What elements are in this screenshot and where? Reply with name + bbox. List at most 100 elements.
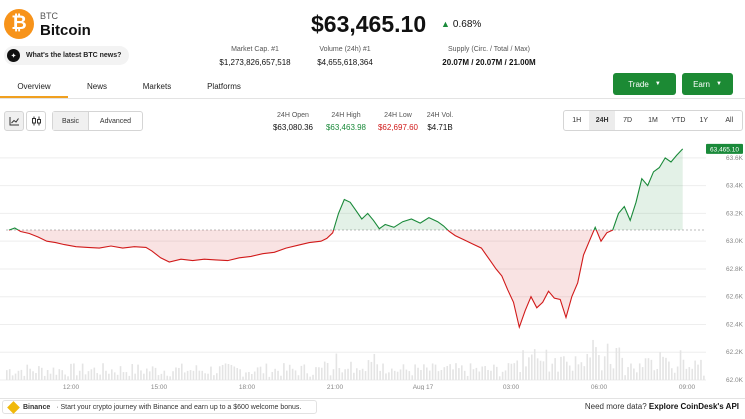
volume-bar xyxy=(134,373,136,380)
volume-bar xyxy=(574,356,577,380)
volume-bar xyxy=(408,371,411,380)
volume-bar xyxy=(431,363,434,380)
binance-ad-banner[interactable]: Binance · Start your crypto journey with… xyxy=(2,400,317,414)
line-chart-button[interactable] xyxy=(4,111,24,131)
volume-bar xyxy=(598,355,600,380)
price-change: ▲ 0.68% xyxy=(441,19,481,30)
volume-bar xyxy=(84,374,87,380)
volume-bar xyxy=(379,370,381,380)
volume-bar xyxy=(659,352,661,380)
volume-bar xyxy=(624,375,626,380)
line-chart-icon xyxy=(9,117,19,126)
api-link[interactable]: Explore CoinDesk's API xyxy=(648,402,739,411)
volume-bar xyxy=(376,364,379,380)
volume-bar xyxy=(283,363,285,380)
high-label: 24H High xyxy=(331,112,361,119)
volume-bar xyxy=(475,367,478,380)
tab-platforms[interactable]: Platforms xyxy=(207,82,241,91)
trade-button[interactable]: Trade ▼ xyxy=(613,73,676,95)
range-1h[interactable]: 1H xyxy=(572,117,582,124)
volume-bar xyxy=(685,368,688,380)
bitcoin-logo-icon: ₿ xyxy=(4,9,34,39)
price-line-up xyxy=(8,148,684,231)
volume-24h-stat: 24H Vol. $4.71B xyxy=(425,112,455,132)
tab-markets[interactable]: Markets xyxy=(142,82,172,91)
volume-bar xyxy=(484,366,486,380)
volume-bar xyxy=(321,367,323,380)
price-chart-svg: 63.6K 63.4K 63.2K 63.0K 62.8K 62.6K 62.4K 62.2K… xyxy=(0,143,744,390)
volume-bar xyxy=(20,369,23,380)
tab-news[interactable]: News xyxy=(86,82,107,91)
range-7d[interactable]: 7D xyxy=(623,117,633,124)
volume-bar xyxy=(650,359,653,380)
volume-bar xyxy=(186,370,189,380)
volume-bar xyxy=(70,363,72,380)
volume-bar xyxy=(501,371,504,380)
volume-bar xyxy=(388,372,390,380)
volume-bar xyxy=(233,366,236,380)
volume-bar xyxy=(277,370,279,380)
volume-bar xyxy=(601,370,603,380)
volume-bar xyxy=(131,364,134,380)
volume-bar xyxy=(478,371,481,380)
volume-bar xyxy=(227,364,230,380)
volume-bar xyxy=(446,365,449,380)
volume-bar xyxy=(195,365,198,380)
volume-bar xyxy=(557,371,559,380)
range-all[interactable]: All xyxy=(725,117,734,124)
nav-divider xyxy=(0,98,745,99)
volume-bar xyxy=(11,375,14,380)
volume-bar xyxy=(498,376,501,380)
y-tick-label: 63.6K xyxy=(726,155,744,162)
volume-bar xyxy=(76,375,78,380)
volume-bar xyxy=(402,364,405,380)
low-stat: 24H Low $62,697.60 xyxy=(374,112,422,132)
volume-bar xyxy=(603,356,606,380)
volume-bar xyxy=(49,373,52,380)
api-text: Need more data? xyxy=(584,402,647,411)
basic-mode-button[interactable]: Basic xyxy=(53,112,89,130)
tab-overview[interactable]: Overview xyxy=(0,76,68,98)
volume-bar xyxy=(309,376,311,380)
candlestick-button[interactable] xyxy=(26,111,46,131)
volume-bar xyxy=(528,357,530,380)
footer-divider xyxy=(0,398,745,399)
ad-brand: Binance xyxy=(23,403,51,411)
volume-bar xyxy=(671,368,673,380)
range-1y[interactable]: 1Y xyxy=(699,117,709,124)
volume-bar xyxy=(294,370,297,380)
volume-bar xyxy=(32,371,34,380)
volume-24h-value: $4.71B xyxy=(427,123,453,132)
volume-bar xyxy=(662,356,664,380)
earn-button[interactable]: Earn ▼ xyxy=(682,73,733,95)
news-prompt-button[interactable]: ✦ What's the latest BTC news? xyxy=(4,46,130,65)
volume-bar xyxy=(259,366,262,380)
range-1m[interactable]: 1M xyxy=(648,117,658,124)
volume-bar xyxy=(586,353,589,380)
volume-bar xyxy=(697,364,699,380)
price-chart[interactable]: 63.6K 63.4K 63.2K 63.0K 62.8K 62.6K 62.4K 62.2K… xyxy=(0,136,745,390)
volume-bar xyxy=(583,366,586,380)
volume-bar xyxy=(318,367,320,380)
current-price-tag-label: 63,465.10 xyxy=(710,146,739,153)
advanced-mode-button[interactable]: Advanced xyxy=(99,117,132,125)
market-cap-stat: Market Cap. #1 $1,273,826,657,518 xyxy=(217,46,293,67)
binance-icon xyxy=(7,400,20,414)
volume-bar xyxy=(542,361,545,380)
volume-bar xyxy=(490,370,492,380)
volume-bar xyxy=(218,366,221,380)
volume-bar xyxy=(361,368,364,380)
volume-bar xyxy=(329,375,332,380)
range-24h[interactable]: 24H xyxy=(589,111,615,130)
volume-bar xyxy=(694,360,696,380)
volume-bar xyxy=(113,372,116,380)
volume-bar xyxy=(463,370,466,380)
volume-bar xyxy=(417,367,419,380)
volume-bar xyxy=(428,370,431,380)
volume-bar xyxy=(700,359,702,380)
volume-bar xyxy=(668,361,670,380)
volume-bar xyxy=(67,376,69,380)
x-tick-label: 21:00 xyxy=(327,384,344,390)
volume-bar xyxy=(157,375,160,380)
range-ytd[interactable]: YTD xyxy=(671,117,686,124)
